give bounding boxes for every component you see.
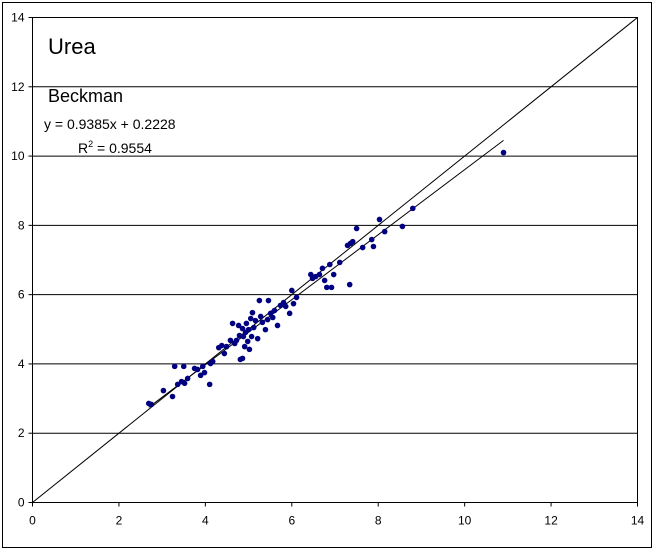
data-point [160, 387, 167, 394]
y-tick-label: 4 [18, 357, 25, 371]
data-point [148, 401, 155, 408]
data-point [282, 303, 289, 310]
data-point [271, 307, 278, 314]
data-point [359, 244, 366, 251]
data-point [233, 337, 240, 344]
data-point [262, 326, 269, 333]
y-tick-label: 2 [18, 426, 25, 440]
r-squared-exponent: 2 [88, 139, 93, 149]
ticks: 0 2 4 6 8 10 12 14 0 2 4 6 8 10 12 14 [11, 11, 644, 528]
data-point [267, 310, 274, 317]
data-point [221, 350, 228, 357]
data-point [249, 309, 256, 316]
y-tick-label: 10 [11, 149, 25, 163]
x-tick-label: 8 [375, 514, 382, 528]
data-point [290, 300, 297, 307]
data-point [169, 393, 176, 400]
data-point [241, 343, 248, 350]
y-tick-label: 0 [18, 496, 25, 510]
x-tick-label: 4 [202, 514, 209, 528]
data-point [235, 322, 242, 329]
data-point [184, 375, 191, 382]
data-point [259, 319, 266, 326]
chart-subtitle: Beckman [48, 86, 123, 106]
data-point [319, 265, 326, 272]
x-tick-label: 12 [544, 514, 558, 528]
y-tick-label: 6 [18, 288, 25, 302]
data-point [328, 284, 335, 291]
data-point [321, 277, 328, 284]
data-point [246, 346, 253, 353]
data-point [239, 325, 246, 332]
data-point [250, 324, 257, 331]
data-point [201, 369, 208, 376]
data-point [248, 333, 255, 340]
data-point [293, 294, 300, 301]
y-tick-label: 14 [11, 11, 25, 25]
data-point [194, 366, 201, 373]
chart-title: Urea [48, 34, 96, 59]
data-point [349, 238, 356, 245]
data-point [181, 380, 188, 387]
data-point [381, 228, 388, 235]
data-point [174, 381, 181, 388]
data-point [256, 297, 263, 304]
data-point [240, 333, 247, 340]
data-point [265, 297, 272, 304]
data-point [274, 322, 281, 329]
data-point [257, 313, 264, 320]
plot-border [32, 17, 638, 503]
data-point [376, 216, 383, 223]
data-point [244, 338, 251, 345]
data-point [252, 317, 259, 324]
data-point [199, 363, 206, 370]
data-point [336, 259, 343, 266]
points [145, 149, 507, 408]
data-point [209, 358, 216, 365]
data-point [288, 287, 295, 294]
data-point [370, 243, 377, 250]
data-point [223, 343, 230, 350]
data-point [353, 225, 360, 232]
data-point [171, 363, 178, 370]
data-point [327, 261, 333, 268]
equation: y = 0.9385x + 0.2228 [44, 116, 176, 132]
x-tick-label: 2 [116, 514, 123, 528]
data-point [229, 320, 236, 327]
data-point [218, 342, 225, 349]
identity-line [32, 17, 638, 503]
data-point [500, 149, 507, 156]
data-point [323, 284, 330, 291]
x-tick-label: 0 [29, 514, 36, 528]
data-point [245, 326, 252, 333]
data-point [206, 381, 213, 388]
data-point [269, 314, 276, 321]
data-point [286, 310, 293, 317]
r-squared-base: R [78, 140, 88, 156]
data-point [409, 205, 416, 212]
data-point [264, 316, 271, 323]
r-squared-rest: = 0.9554 [93, 140, 152, 156]
data-point [368, 236, 375, 243]
data-point [399, 223, 406, 230]
x-tick-label: 6 [288, 514, 295, 528]
data-point [239, 355, 246, 362]
data-point [243, 320, 250, 327]
y-tick-label: 12 [11, 80, 25, 94]
data-point [197, 372, 204, 379]
data-point [247, 315, 254, 322]
data-point [346, 281, 353, 288]
x-tick-label: 10 [458, 514, 472, 528]
data-point [316, 271, 323, 278]
data-point [254, 335, 261, 342]
x-tick-label: 14 [631, 514, 645, 528]
data-point [330, 271, 337, 278]
r-squared: R2 = 0.9554 [78, 139, 152, 156]
y-tick-label: 8 [18, 218, 25, 232]
data-point [227, 337, 234, 344]
data-point [180, 363, 187, 370]
